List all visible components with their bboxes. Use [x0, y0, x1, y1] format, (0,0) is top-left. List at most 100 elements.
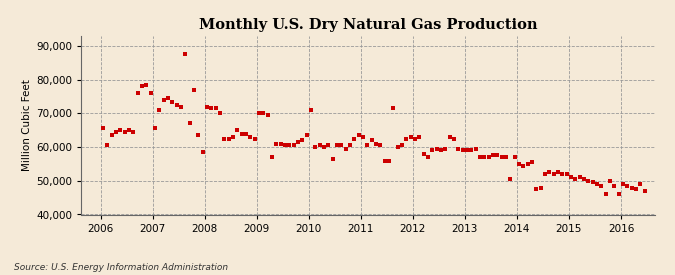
- Point: [323, 143, 333, 148]
- Point: [635, 182, 646, 186]
- Point: [566, 175, 576, 180]
- Point: [630, 187, 641, 191]
- Point: [592, 182, 603, 186]
- Point: [292, 140, 303, 144]
- Point: [535, 185, 546, 190]
- Point: [570, 177, 580, 181]
- Point: [618, 182, 628, 186]
- Point: [544, 170, 555, 175]
- Point: [150, 126, 161, 131]
- Point: [102, 143, 113, 148]
- Point: [418, 152, 429, 156]
- Point: [271, 141, 281, 146]
- Point: [522, 162, 533, 166]
- Point: [600, 192, 611, 196]
- Point: [236, 131, 247, 136]
- Point: [345, 143, 356, 148]
- Point: [518, 163, 529, 168]
- Point: [349, 136, 360, 141]
- Point: [466, 148, 477, 153]
- Point: [371, 141, 381, 146]
- Point: [531, 187, 542, 191]
- Point: [505, 177, 516, 181]
- Title: Monthly U.S. Dry Natural Gas Production: Monthly U.S. Dry Natural Gas Production: [198, 18, 537, 32]
- Point: [197, 150, 208, 154]
- Point: [557, 172, 568, 176]
- Point: [353, 133, 364, 138]
- Point: [184, 121, 195, 126]
- Point: [176, 104, 186, 109]
- Point: [483, 155, 494, 160]
- Text: Source: U.S. Energy Information Administration: Source: U.S. Energy Information Administ…: [14, 263, 227, 271]
- Point: [449, 136, 460, 141]
- Point: [219, 136, 230, 141]
- Point: [487, 153, 498, 158]
- Point: [427, 148, 438, 153]
- Point: [444, 135, 455, 139]
- Point: [578, 177, 589, 181]
- Point: [267, 155, 277, 160]
- Point: [462, 148, 472, 153]
- Point: [340, 147, 351, 151]
- Point: [614, 192, 624, 196]
- Point: [401, 136, 412, 141]
- Point: [240, 131, 251, 136]
- Point: [514, 162, 524, 166]
- Point: [145, 91, 156, 95]
- Point: [315, 143, 325, 148]
- Point: [626, 185, 637, 190]
- Point: [188, 87, 199, 92]
- Point: [510, 155, 520, 160]
- Point: [193, 133, 204, 138]
- Point: [583, 178, 594, 183]
- Point: [136, 84, 147, 89]
- Point: [562, 172, 572, 176]
- Point: [383, 158, 394, 163]
- Point: [288, 143, 299, 148]
- Point: [206, 106, 217, 111]
- Point: [111, 130, 122, 134]
- Point: [479, 155, 490, 160]
- Point: [410, 136, 421, 141]
- Point: [553, 170, 564, 175]
- Point: [202, 104, 213, 109]
- Point: [501, 155, 512, 160]
- Point: [158, 98, 169, 102]
- Point: [327, 157, 338, 161]
- Point: [297, 138, 308, 142]
- Point: [431, 147, 442, 151]
- Point: [587, 180, 598, 185]
- Point: [284, 143, 295, 148]
- Point: [132, 91, 143, 95]
- Point: [163, 96, 173, 100]
- Point: [358, 135, 369, 139]
- Point: [475, 155, 485, 160]
- Point: [367, 138, 377, 142]
- Point: [301, 133, 312, 138]
- Point: [596, 184, 607, 188]
- Point: [548, 172, 559, 176]
- Point: [622, 184, 633, 188]
- Point: [435, 148, 446, 153]
- Point: [392, 145, 403, 149]
- Point: [362, 143, 373, 148]
- Point: [258, 111, 269, 116]
- Point: [605, 178, 616, 183]
- Point: [492, 153, 503, 158]
- Point: [639, 189, 650, 193]
- Point: [319, 145, 329, 149]
- Point: [128, 130, 138, 134]
- Point: [609, 184, 620, 188]
- Point: [279, 143, 290, 148]
- Point: [397, 143, 408, 148]
- Point: [458, 148, 468, 153]
- Point: [115, 128, 126, 132]
- Point: [141, 82, 152, 87]
- Point: [97, 126, 108, 131]
- Point: [306, 108, 317, 112]
- Point: [210, 106, 221, 111]
- Point: [215, 111, 225, 116]
- Point: [245, 135, 256, 139]
- Point: [423, 155, 433, 160]
- Point: [453, 147, 464, 151]
